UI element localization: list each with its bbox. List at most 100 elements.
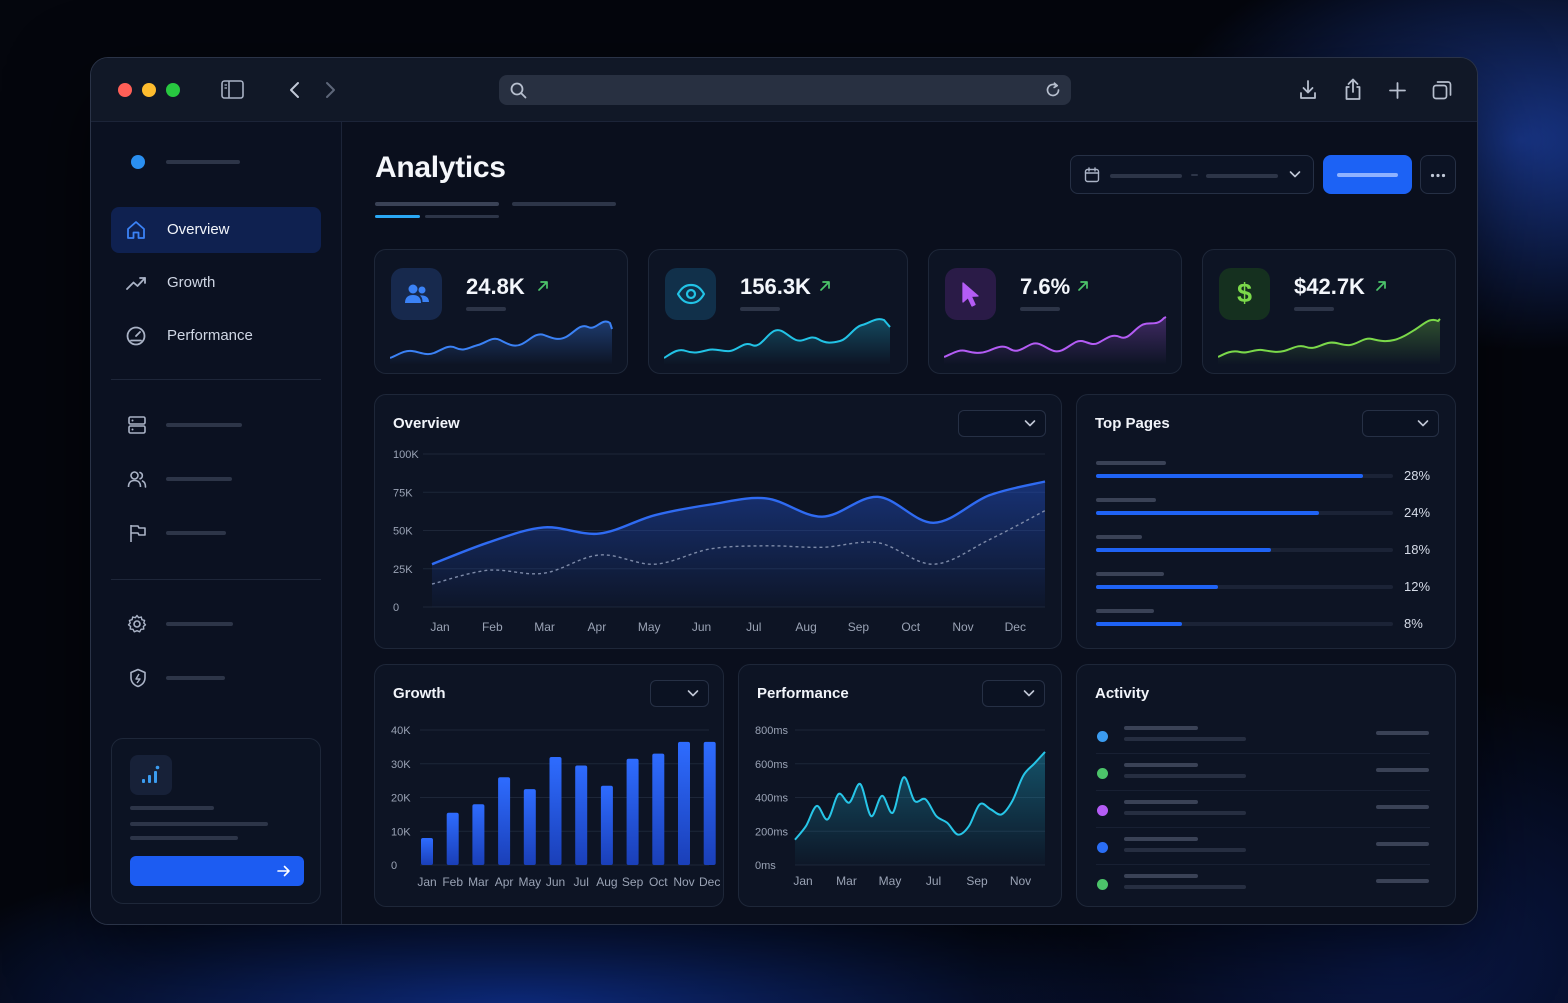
series-line (794, 751, 1046, 841)
share-icon[interactable] (1344, 78, 1362, 101)
activity-status-dot (1097, 805, 1108, 816)
growth-filter-dropdown[interactable] (650, 680, 709, 707)
activity-time-placeholder (1376, 879, 1429, 883)
date-separator (1191, 174, 1198, 176)
activity-time-placeholder (1376, 731, 1429, 735)
top-page-row[interactable]: 12% (1077, 572, 1457, 606)
sidebar-item-placeholder (166, 622, 233, 626)
activity-row[interactable] (1077, 798, 1457, 832)
y-tick-label: 0 (391, 860, 397, 872)
page-bar-track (1096, 585, 1393, 589)
button-label-placeholder (1337, 173, 1398, 177)
activity-row[interactable] (1077, 872, 1457, 906)
arrow-right-icon (277, 865, 290, 877)
y-tick-label: 25K (393, 564, 413, 576)
growth-bar (600, 785, 613, 865)
page-percent: 8% (1404, 616, 1423, 631)
calendar-icon (1084, 167, 1100, 183)
y-tick-label: 0 (393, 602, 399, 614)
page-name-placeholder (1096, 498, 1156, 502)
x-tick-label: Jul (574, 875, 589, 889)
overview-card: Overview 0 25K 50K 75K 100K Jan Feb Mar Apr May Ju… (374, 394, 1062, 649)
users-icon[interactable] (127, 469, 147, 489)
activity-row[interactable] (1077, 835, 1457, 869)
stat-card-users[interactable]: 24.8K (374, 249, 628, 374)
x-tick-label: Nov (1010, 874, 1031, 888)
top-page-row[interactable]: 28% (1077, 461, 1457, 495)
y-tick-label: 50K (393, 526, 413, 538)
gear-icon[interactable] (127, 614, 147, 634)
new-tab-plus-icon[interactable] (1389, 82, 1406, 99)
brand-logo (131, 155, 145, 169)
top-page-row[interactable]: 24% (1077, 498, 1457, 532)
activity-subtitle-placeholder (1124, 811, 1246, 815)
activity-row[interactable] (1077, 761, 1457, 795)
sidebar-divider (111, 379, 321, 380)
date-range-picker[interactable] (1070, 155, 1314, 194)
address-bar[interactable] (499, 75, 1071, 105)
top-pages-filter-dropdown[interactable] (1362, 410, 1439, 437)
top-page-row[interactable]: 8% (1077, 609, 1457, 643)
stat-icon-box (945, 268, 996, 320)
growth-bar (575, 765, 588, 865)
tab-active-indicator[interactable] (375, 215, 420, 218)
upgrade-text-placeholder (130, 836, 238, 840)
growth-bar (523, 789, 536, 865)
x-tick-label: Jul (926, 874, 941, 888)
growth-bar (678, 741, 690, 865)
x-tick-label: Dec (1005, 620, 1026, 634)
shield-icon[interactable] (128, 668, 148, 688)
tab-indicator[interactable] (425, 215, 499, 218)
brand-name-placeholder (166, 160, 240, 164)
chevron-down-icon (1289, 171, 1301, 178)
trending-up-icon (126, 277, 146, 290)
sidebar-item-placeholder (166, 676, 225, 680)
activity-subtitle-placeholder (1124, 737, 1246, 741)
stat-value: 24.8K (466, 274, 525, 299)
page-name-placeholder (1096, 535, 1142, 539)
flag-icon[interactable] (128, 523, 148, 543)
sidebar-toggle-icon[interactable] (221, 80, 244, 99)
top-page-row[interactable]: 18% (1077, 535, 1457, 569)
activity-card: Activity (1076, 664, 1456, 907)
overview-title: Overview (393, 415, 460, 432)
stat-card-click-rate[interactable]: 7.6% (928, 249, 1182, 374)
page-bar-track (1096, 622, 1393, 626)
download-icon[interactable] (1299, 79, 1317, 101)
forward-arrow-icon[interactable] (324, 81, 336, 99)
reload-icon[interactable] (1045, 82, 1061, 98)
stat-value: 7.6% (1020, 274, 1071, 299)
upgrade-title-placeholder (130, 806, 214, 810)
more-options-button[interactable] (1420, 155, 1456, 194)
x-tick-label: Mar (534, 620, 555, 634)
sidebar-item-overview[interactable]: Overview (111, 207, 321, 253)
back-arrow-icon[interactable] (289, 81, 301, 99)
close-window-button[interactable] (118, 83, 132, 97)
server-icon[interactable] (127, 415, 147, 435)
growth-bar (446, 812, 459, 865)
growth-bar (549, 757, 562, 865)
zoom-window-button[interactable] (166, 83, 180, 97)
performance-filter-dropdown[interactable] (982, 680, 1045, 707)
primary-action-button[interactable] (1323, 155, 1412, 194)
sidebar-item-growth[interactable]: Growth (111, 260, 321, 306)
stat-icon-box (391, 268, 442, 320)
sidebar-item-performance[interactable]: Performance (111, 313, 321, 359)
chevron-down-icon (1417, 420, 1429, 427)
x-tick-label: Mar (468, 875, 489, 889)
stat-card-revenue[interactable]: $ $42.7K (1202, 249, 1456, 374)
x-tick-label: Mar (836, 874, 857, 888)
activity-divider (1096, 827, 1430, 828)
sparkline-views (664, 318, 891, 365)
top-pages-title: Top Pages (1095, 415, 1170, 432)
series-area (432, 481, 1045, 607)
stat-card-views[interactable]: 156.3K (648, 249, 908, 374)
tab-overview-icon[interactable] (1432, 80, 1452, 100)
upgrade-button[interactable] (130, 856, 304, 886)
activity-row[interactable] (1077, 724, 1457, 758)
overview-filter-dropdown[interactable] (958, 410, 1046, 437)
y-tick-label: 40K (391, 725, 411, 737)
minimize-window-button[interactable] (142, 83, 156, 97)
trend-up-arrow-icon (538, 281, 548, 291)
growth-bar (498, 777, 511, 865)
